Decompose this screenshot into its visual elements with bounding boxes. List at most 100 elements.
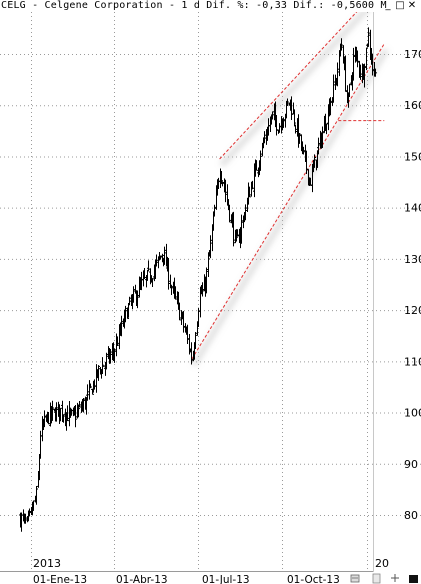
candle: [340, 38, 343, 51]
year-label: 20: [375, 557, 389, 570]
candle: [317, 137, 320, 155]
candle: [182, 310, 185, 333]
candle: [116, 336, 119, 347]
candle: [155, 254, 158, 267]
y-tick-label: 150: [404, 150, 421, 163]
candle: [82, 397, 85, 413]
close-button[interactable]: ✕: [407, 0, 417, 11]
candle: [124, 305, 127, 323]
candle: [43, 410, 46, 428]
candle: [302, 146, 305, 155]
maximize-button[interactable]: □: [395, 0, 405, 11]
candle: [359, 64, 362, 80]
candle: [336, 62, 339, 87]
candle: [352, 47, 355, 81]
candle: [367, 27, 370, 47]
chart-toolbar: [350, 573, 418, 584]
y-tick-label: 140: [404, 202, 421, 215]
candle: [209, 235, 212, 259]
y-tick-label: 110: [404, 355, 421, 368]
candle: [293, 109, 296, 126]
x-tick-label: 01-Oct-13: [287, 574, 340, 584]
candle: [232, 211, 235, 247]
x-tick-label: 01-Abr-13: [116, 574, 168, 584]
candle: [105, 352, 108, 370]
candle: [74, 405, 77, 428]
candle: [244, 204, 247, 221]
candle: [332, 74, 335, 103]
candle: [28, 508, 31, 517]
settings-icon[interactable]: [350, 574, 360, 583]
candle: [170, 284, 173, 296]
fill-icon[interactable]: [409, 575, 418, 583]
candle: [321, 126, 324, 148]
candle: [24, 513, 27, 524]
candle: [136, 290, 139, 309]
candle: [126, 307, 129, 320]
candle: [356, 50, 359, 68]
candle: [147, 260, 150, 272]
y-tick-label: 170: [404, 48, 421, 61]
candle: [59, 407, 62, 422]
page-icon[interactable]: [372, 573, 381, 584]
candle: [35, 486, 38, 505]
candle: [224, 179, 227, 203]
candle: [271, 111, 274, 120]
candle: [128, 296, 131, 305]
candle: [298, 133, 301, 144]
candle: [221, 181, 224, 187]
candle: [174, 286, 177, 300]
candle: [286, 98, 289, 107]
trendlines: [191, 0, 389, 367]
crosshair-icon[interactable]: [391, 574, 399, 582]
y-tick-label: 90: [404, 458, 418, 471]
candle: [77, 404, 80, 418]
candle: [167, 257, 170, 290]
candle: [259, 150, 262, 171]
x-axis-labels: 01-Ene-13 01-Abr-13 01-Jul-13 01-Oct-13: [33, 574, 340, 584]
candle: [329, 97, 332, 116]
candle: [178, 303, 181, 321]
candle: [236, 229, 239, 237]
candle: [101, 357, 104, 375]
candle: [363, 63, 366, 88]
candle: [113, 348, 116, 363]
candle: [240, 214, 243, 244]
candle: [51, 400, 54, 421]
candle: [278, 123, 281, 134]
candle: [190, 342, 193, 365]
candle: [177, 291, 180, 310]
candle: [159, 255, 162, 260]
candle: [263, 131, 266, 144]
y-tick-label: 130: [404, 253, 421, 266]
candle: [66, 405, 69, 422]
trendline-shadow: [191, 48, 389, 367]
candle: [344, 55, 347, 92]
candle: [47, 411, 50, 425]
trendline[interactable]: [191, 43, 385, 360]
minimize-button[interactable]: _: [385, 0, 391, 11]
candle: [325, 123, 328, 135]
candle: [95, 364, 98, 393]
candle: [97, 365, 100, 381]
candle: [371, 53, 374, 76]
y-tick-label: 100: [404, 407, 421, 420]
candle: [313, 154, 316, 169]
candle: [194, 332, 197, 349]
candle: [235, 229, 238, 242]
candle: [127, 303, 130, 318]
y-tick-label: 120: [404, 304, 421, 317]
candle: [89, 383, 92, 389]
year-label: 2013: [33, 557, 61, 570]
x-tick-label: 01-Ene-13: [33, 574, 87, 584]
candle: [213, 204, 216, 217]
candle: [55, 402, 58, 422]
candle: [132, 286, 135, 303]
candlestick-series: [19, 27, 377, 532]
candle: [275, 115, 278, 136]
candle: [365, 47, 368, 71]
candle: [62, 414, 65, 423]
candle: [294, 124, 297, 134]
candle: [109, 348, 112, 364]
